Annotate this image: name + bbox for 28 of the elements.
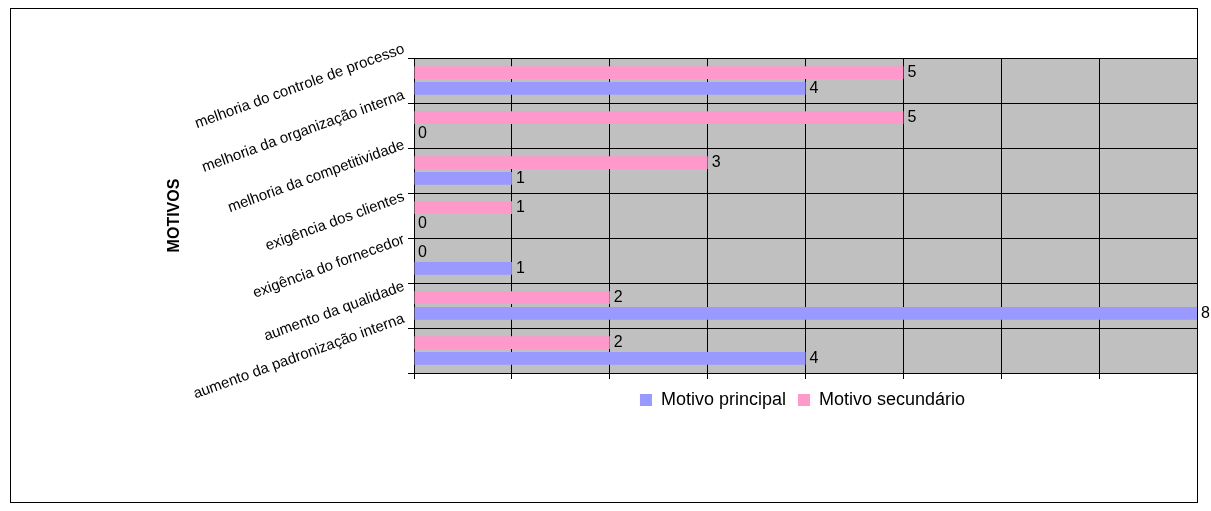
data-label: 0 bbox=[418, 243, 427, 261]
bar bbox=[414, 336, 610, 349]
bar bbox=[414, 352, 806, 365]
data-label: 4 bbox=[809, 348, 819, 366]
data-label: 0 bbox=[418, 123, 427, 141]
data-label: 5 bbox=[907, 108, 917, 126]
bar bbox=[414, 307, 1197, 320]
data-label: 2 bbox=[613, 288, 623, 306]
legend-label: Motivo principal bbox=[660, 388, 786, 409]
bar bbox=[414, 201, 512, 214]
data-label: 4 bbox=[809, 78, 819, 96]
data-label: 0 bbox=[418, 213, 427, 231]
bar bbox=[414, 66, 904, 79]
data-label: 1 bbox=[515, 258, 525, 276]
data-label: 8 bbox=[1201, 303, 1210, 321]
y-axis-title: MOTIVOS bbox=[165, 178, 183, 253]
bar bbox=[414, 156, 708, 169]
bar bbox=[414, 172, 512, 185]
legend-label: Motivo secundário bbox=[818, 388, 966, 409]
data-label: 5 bbox=[907, 63, 917, 81]
data-label: 1 bbox=[515, 198, 525, 216]
data-label: 1 bbox=[515, 168, 525, 186]
bar bbox=[414, 262, 512, 275]
data-label: 3 bbox=[711, 153, 721, 171]
bar bbox=[414, 111, 904, 124]
data-label: 2 bbox=[613, 333, 623, 351]
bar bbox=[414, 291, 610, 304]
bar bbox=[414, 82, 806, 95]
